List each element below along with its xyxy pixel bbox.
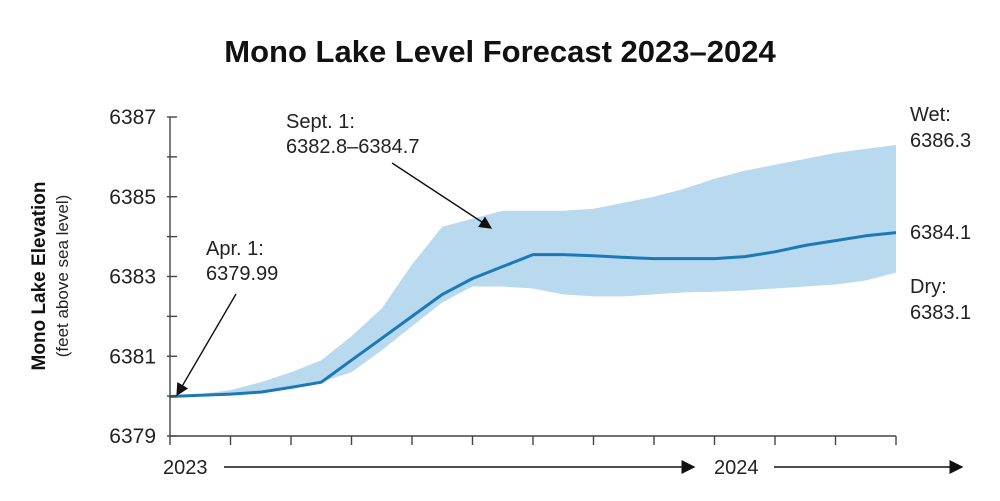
year-label-2023: 2023 (163, 457, 208, 479)
median-line-0 (169, 231, 897, 398)
forecast-range-band (170, 144, 896, 397)
end-label-median-value: 6384.1 (910, 222, 971, 244)
annotation-apr1-value: 6379.99 (206, 263, 278, 285)
end-label-dry-value: 6383.1 (910, 302, 971, 324)
y-tick-label: 6381 (109, 345, 156, 368)
annotation-apr1-date: Apr. 1: (206, 238, 264, 260)
end-label-wet-value: 6386.3 (910, 130, 971, 152)
range-band-area (170, 144, 896, 397)
annotation-sept1: Sept. 1: 6382.8–6384.7 (286, 111, 493, 229)
year-label-2024: 2024 (714, 457, 759, 479)
y-axis-ticks: 6387 6385 6383 6381 6379 (109, 106, 177, 448)
end-label-wet-title: Wet: (910, 104, 951, 126)
y-tick-label: 6379 (109, 425, 156, 448)
annotation-sept1-date: Sept. 1: (286, 111, 355, 133)
y-tick-label: 6387 (109, 106, 156, 129)
annotation-sept1-range: 6382.8–6384.7 (286, 136, 419, 158)
annotation-apr1: Apr. 1: 6379.99 (176, 238, 278, 397)
x-axis-ticks (169, 436, 897, 445)
forecast-median-series (169, 231, 897, 398)
y-tick-label: 6385 (109, 186, 156, 209)
y-axis-sublabel: (feet above sea level) (53, 195, 72, 358)
end-label-dry-title: Dry: (910, 276, 947, 298)
end-labels: Wet: 6386.3 6384.1 Dry: 6383.1 (910, 104, 971, 324)
chart-title: Mono Lake Level Forecast 2023–2024 (224, 34, 776, 69)
y-tick-label: 6383 (109, 266, 156, 289)
x-year-axis: 2023 2024 (163, 457, 964, 479)
annotation-sept1-arrow (391, 162, 493, 229)
y-axis-title: Mono Lake Elevation (feet above sea leve… (29, 182, 72, 371)
y-axis-label: Mono Lake Elevation (29, 182, 50, 371)
annotation-apr1-arrow (176, 293, 237, 397)
